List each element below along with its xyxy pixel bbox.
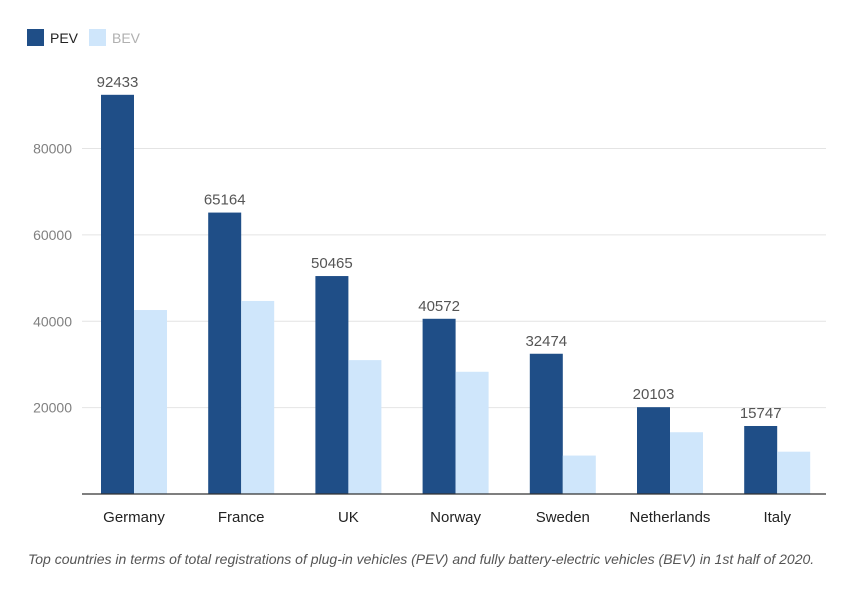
data-label: 32474 [525, 333, 567, 350]
legend-label: PEV [50, 30, 79, 46]
bar-bev [134, 310, 167, 494]
bar-bev [348, 360, 382, 494]
bar-pev [529, 353, 563, 494]
y-tick-label: 80000 [33, 141, 72, 157]
x-category-label: Italy [763, 509, 791, 526]
bar-bev [670, 432, 703, 494]
chart-caption: Top countries in terms of total registra… [28, 551, 815, 567]
x-category-label: Sweden [536, 509, 590, 526]
bar-pev [744, 425, 778, 494]
bar-bev [562, 455, 596, 494]
x-category-label: UK [338, 509, 359, 526]
bar-bev [241, 300, 275, 494]
data-label: 92433 [97, 74, 139, 91]
data-label: 50465 [311, 255, 353, 272]
bar-pev [422, 318, 456, 494]
x-category-label: France [218, 509, 265, 526]
bar-bev [777, 451, 811, 494]
bar-pev [208, 212, 242, 494]
y-tick-label: 40000 [33, 313, 72, 329]
legend-label: BEV [112, 30, 141, 46]
data-label: 40572 [418, 298, 460, 315]
legend-swatch-bev [89, 29, 106, 46]
bar-pev [101, 94, 134, 494]
legend-swatch-pev [27, 29, 44, 46]
bar-pev [637, 407, 670, 494]
bar-bev [455, 371, 489, 494]
y-tick-label: 60000 [33, 227, 72, 243]
bar-pev [315, 276, 349, 494]
y-tick-label: 20000 [33, 400, 72, 416]
data-label: 20103 [633, 386, 675, 403]
data-label: 65164 [204, 192, 246, 209]
x-category-label: Germany [103, 509, 165, 526]
x-category-label: Netherlands [630, 509, 711, 526]
data-label: 15747 [740, 405, 782, 422]
x-category-label: Norway [430, 509, 481, 526]
bar-chart: 20000 40000 60000 80000 92433 Germany 65164 Fra… [27, 29, 826, 526]
